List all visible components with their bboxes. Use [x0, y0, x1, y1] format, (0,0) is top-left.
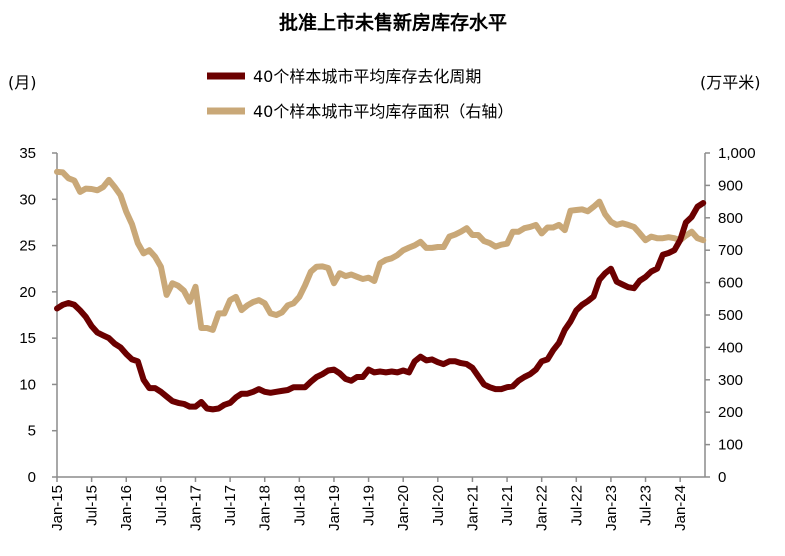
x-tick-label: Jul-19 — [361, 485, 378, 526]
x-tick-label: Jan-15 — [49, 485, 66, 531]
right-tick-label: 300 — [718, 372, 743, 389]
right-tick-label: 200 — [718, 404, 743, 421]
left-tick-label: 25 — [19, 238, 36, 255]
x-tick-label: Jul-15 — [84, 485, 101, 526]
x-tick-label: Jul-22 — [568, 485, 585, 526]
right-tick-label: 400 — [718, 339, 743, 356]
right-tick-label: 900 — [718, 177, 743, 194]
right-tick-label: 700 — [718, 242, 743, 259]
x-tick-label: Jan-22 — [534, 485, 551, 531]
x-tick-label: Jul-16 — [153, 485, 170, 526]
series-line-area — [54, 168, 707, 333]
legend-label-area: 40个样本城市平均库存面积（右轴） — [253, 102, 513, 121]
left-tick-label: 0 — [28, 469, 36, 486]
left-tick-label: 20 — [19, 284, 36, 301]
x-tick-label: Jul-20 — [430, 485, 447, 526]
right-tick-label: 0 — [718, 469, 726, 486]
right-tick-label: 800 — [718, 210, 743, 227]
series-line-months — [54, 200, 707, 413]
left-tick-label: 10 — [19, 376, 36, 393]
x-tick-label: Jan-16 — [118, 485, 135, 531]
x-tick-label: Jan-19 — [326, 485, 343, 531]
x-tick-label: Jan-17 — [187, 485, 204, 531]
left-tick-label: 5 — [28, 423, 36, 440]
x-tick-label: Jan-23 — [603, 485, 620, 531]
right-tick-label: 500 — [718, 307, 743, 324]
left-axis-unit: (月) — [8, 73, 37, 92]
right-axis-unit: (万平米) — [700, 73, 761, 92]
left-tick-label: 15 — [19, 330, 36, 347]
series-lines — [54, 168, 707, 413]
legend-label-months: 40个样本城市平均库存去化周期 — [253, 67, 481, 86]
x-tick-label: Jan-20 — [395, 485, 412, 531]
right-tick-label: 1,000 — [718, 145, 756, 162]
right-tick-label: 600 — [718, 275, 743, 292]
x-tick-label: Jan-24 — [672, 485, 689, 531]
x-tick-label: Jan-18 — [257, 485, 274, 531]
x-tick-label: Jul-18 — [291, 485, 308, 526]
left-tick-label: 30 — [19, 191, 36, 208]
x-tick-label: Jul-21 — [499, 485, 516, 526]
legend: 40个样本城市平均库存去化周期 40个样本城市平均库存面积（右轴） — [207, 67, 513, 121]
x-tick-label: Jul-23 — [638, 485, 655, 526]
axes: 0 5 10 15 20 25 30 35 0 100 200 300 400 500 600 700 800 9… — [19, 145, 755, 531]
right-tick-label: 100 — [718, 437, 743, 454]
left-tick-label: 35 — [19, 145, 36, 162]
x-tick-label: Jul-17 — [222, 485, 239, 526]
x-tick-label: Jan-21 — [464, 485, 481, 531]
chart-title: 批准上市未售新房库存水平 — [279, 11, 507, 34]
